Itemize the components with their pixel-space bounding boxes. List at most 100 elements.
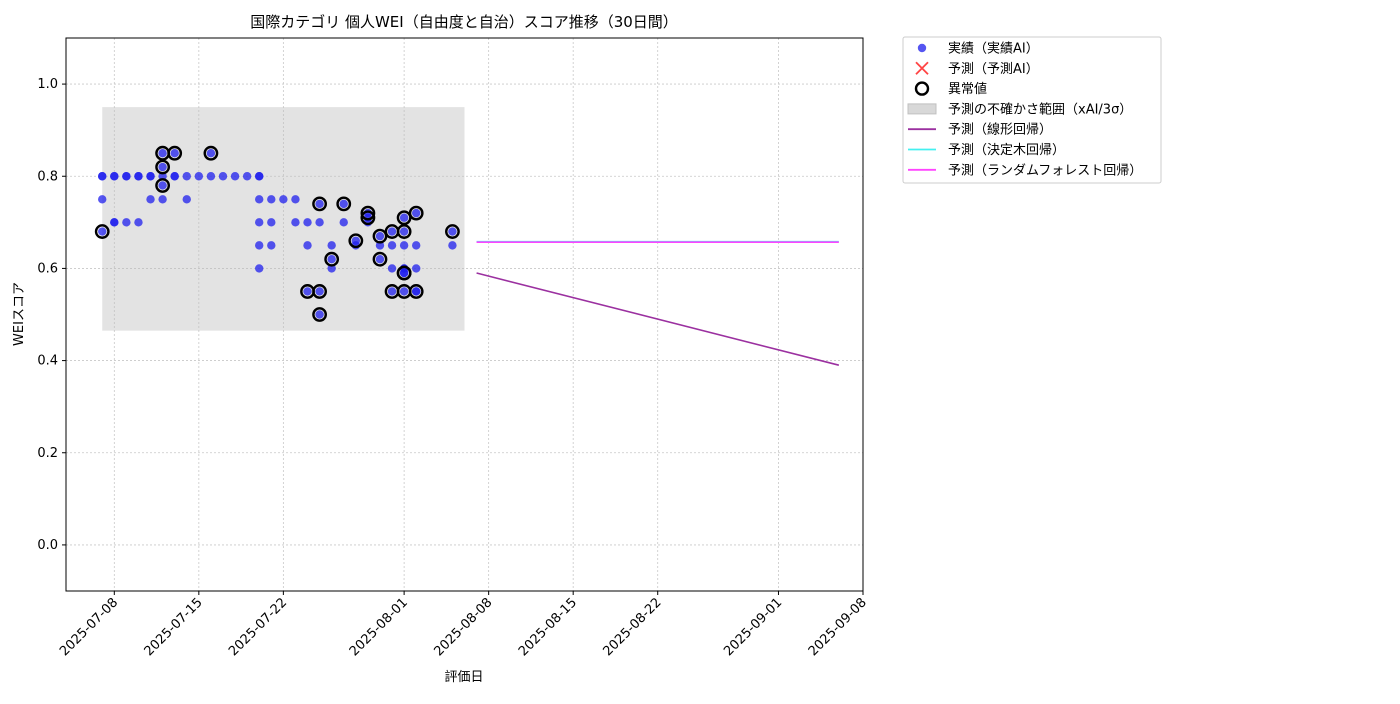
- y-tick-label: 0.4: [37, 354, 58, 369]
- actual-point: [448, 241, 457, 250]
- x-tick-label: 2025-08-01: [347, 595, 411, 659]
- actual-point: [98, 195, 107, 204]
- x-axis-label: 評価日: [444, 670, 483, 685]
- actual-point: [206, 149, 216, 158]
- actual-point: [134, 172, 143, 181]
- anomaly-marker: [396, 265, 412, 281]
- anomaly-marker: [336, 196, 352, 212]
- forecast-line-linear: [476, 272, 840, 366]
- actual-point: [375, 231, 385, 241]
- legend-label: 実績（実績AI）: [948, 41, 1039, 57]
- anomaly-marker: [372, 251, 388, 267]
- x-tick-label: 2025-08-15: [516, 595, 580, 659]
- anomaly-marker: [396, 224, 412, 239]
- anomaly-marker: [312, 284, 327, 299]
- actual-point: [411, 287, 421, 296]
- legend-marker-dot: [917, 43, 927, 53]
- actual-point: [339, 199, 348, 209]
- actual-point: [303, 241, 312, 250]
- x-tick-label: 2025-09-08: [806, 595, 870, 659]
- actual-point: [158, 162, 167, 172]
- legend-label: 異常値: [948, 81, 987, 97]
- actual-point: [387, 241, 397, 250]
- actual-point: [122, 218, 131, 227]
- actual-point: [230, 172, 240, 181]
- actual-point: [399, 241, 409, 250]
- actual-point: [448, 227, 457, 236]
- actual-point: [303, 218, 312, 227]
- actual-point: [399, 287, 409, 296]
- actual-point: [267, 195, 276, 204]
- actual-point: [375, 255, 385, 264]
- anomaly-marker: [408, 284, 424, 299]
- y-axis-label: WEIスコア: [12, 282, 27, 346]
- legend-marker-patch: [907, 103, 937, 115]
- anomaly-marker: [360, 205, 376, 221]
- anomaly-marker: [324, 251, 340, 267]
- legend-marker-ring: [914, 81, 930, 96]
- actual-point: [279, 195, 288, 204]
- anomaly-marker: [155, 159, 171, 175]
- anomaly-marker: [408, 205, 424, 221]
- actual-point: [255, 218, 264, 227]
- actual-point: [411, 241, 421, 250]
- chart-title: 国際カテゴリ 個人WEI（自由度と自治）スコア推移（30日間）: [250, 13, 678, 31]
- actual-point: [267, 218, 276, 227]
- anomaly-marker: [94, 224, 110, 239]
- actual-point: [218, 172, 228, 181]
- legend-label: 予測の不確かさ範囲（xAI/3σ）: [948, 101, 1132, 117]
- anomaly-marker: [360, 210, 376, 226]
- actual-point: [242, 172, 252, 181]
- actual-point: [110, 218, 119, 227]
- legend-marker-x: [915, 61, 929, 75]
- actual-point: [146, 195, 155, 204]
- x-tick-label: 2025-08-22: [601, 595, 665, 659]
- actual-point: [291, 218, 300, 227]
- actual-point: [158, 181, 167, 190]
- actual-point: [110, 172, 119, 181]
- actual-point: [182, 195, 191, 204]
- actual-point: [146, 172, 155, 181]
- legend-label: 予測（決定木回帰）: [948, 142, 1065, 158]
- actual-point: [315, 287, 324, 296]
- actual-point: [375, 241, 385, 250]
- actual-point: [158, 149, 167, 158]
- actual-point: [387, 227, 397, 236]
- actual-point: [206, 172, 216, 181]
- actual-point: [327, 264, 336, 273]
- anomaly-marker: [372, 228, 388, 244]
- actual-point: [194, 172, 204, 181]
- actual-point: [339, 218, 348, 227]
- anomaly-marker: [203, 145, 219, 161]
- actual-point: [134, 218, 143, 227]
- y-tick-label: 0.2: [37, 446, 58, 461]
- legend-label: 予測（予測AI）: [948, 62, 1039, 77]
- actual-point: [411, 208, 421, 218]
- actual-point: [255, 241, 264, 250]
- anomaly-marker: [348, 233, 364, 249]
- y-tick-label: 1.0: [37, 77, 58, 92]
- actual-point: [315, 218, 324, 227]
- y-tick-label: 0.0: [37, 538, 58, 553]
- actual-point: [182, 172, 191, 181]
- actual-point: [98, 172, 107, 181]
- anomaly-marker: [312, 196, 327, 212]
- x-axis-ticks: 2025-07-08 2025-07-15 2025-07-22 2025-08-01…: [57, 591, 870, 659]
- y-axis-ticks: 0.0 0.2 0.4 0.6 0.8 1.0: [37, 77, 66, 553]
- x-tick-label: 2025-07-15: [142, 595, 206, 659]
- legend-label: 予測（ランダムフォレスト回帰）: [948, 162, 1142, 178]
- actual-point: [399, 227, 409, 236]
- actual-point: [255, 264, 264, 273]
- actual-point: [158, 195, 167, 204]
- x-tick-label: 2025-07-08: [57, 595, 121, 659]
- actual-point: [387, 264, 397, 273]
- plot-frame: [65, 37, 864, 592]
- legend-box: [902, 36, 1162, 184]
- anomaly-marker: [155, 178, 171, 193]
- anomaly-marker: [312, 307, 327, 322]
- x-tick-label: 2025-09-01: [721, 595, 785, 659]
- actual-point: [255, 172, 264, 181]
